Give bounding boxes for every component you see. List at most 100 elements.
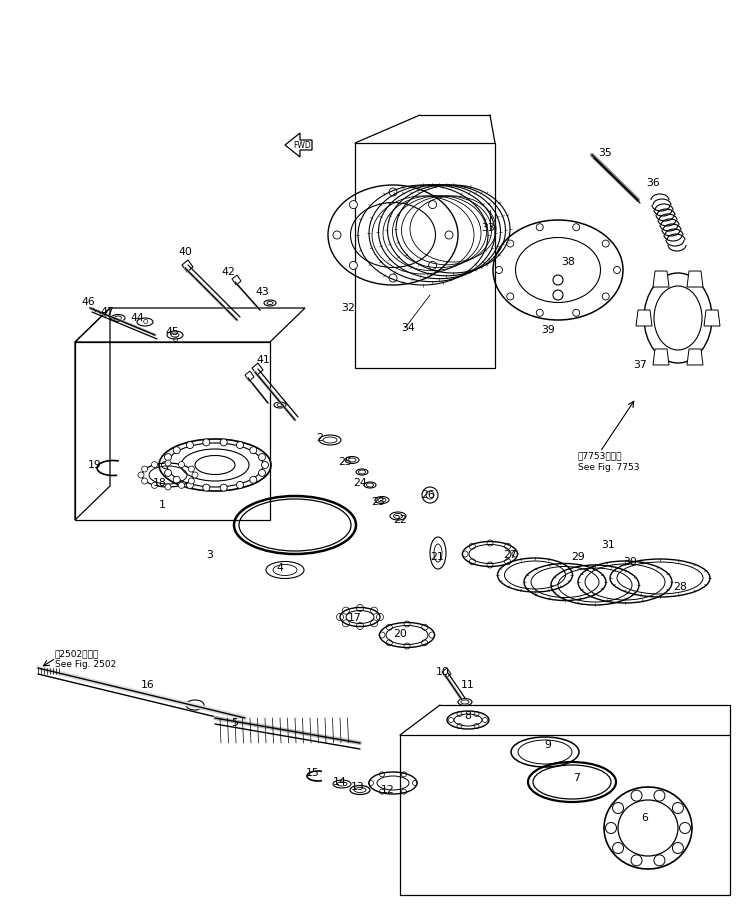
Text: 25: 25 xyxy=(338,457,352,467)
Circle shape xyxy=(188,466,194,472)
Text: 47: 47 xyxy=(100,307,114,317)
Text: 44: 44 xyxy=(130,313,144,323)
Text: See Fig. 2502: See Fig. 2502 xyxy=(55,660,116,669)
Circle shape xyxy=(165,484,171,490)
Text: 12: 12 xyxy=(381,785,395,795)
Circle shape xyxy=(495,266,503,273)
Circle shape xyxy=(174,476,180,483)
Circle shape xyxy=(333,231,341,239)
Text: 19: 19 xyxy=(88,460,102,470)
Circle shape xyxy=(613,843,624,853)
Circle shape xyxy=(259,453,266,461)
Text: 17: 17 xyxy=(348,613,362,623)
Text: 15: 15 xyxy=(306,768,320,778)
Text: 第7753図参照: 第7753図参照 xyxy=(578,451,622,460)
Text: 28: 28 xyxy=(673,582,687,592)
Text: 10: 10 xyxy=(436,667,450,677)
Text: 34: 34 xyxy=(401,323,415,333)
Circle shape xyxy=(506,240,514,247)
Text: 29: 29 xyxy=(571,552,585,562)
Circle shape xyxy=(186,481,194,489)
Polygon shape xyxy=(245,371,254,381)
Polygon shape xyxy=(252,363,263,375)
Circle shape xyxy=(631,855,642,866)
Circle shape xyxy=(573,224,580,231)
Text: 4: 4 xyxy=(277,563,283,573)
Circle shape xyxy=(203,439,210,446)
Circle shape xyxy=(262,462,269,469)
Circle shape xyxy=(188,478,194,484)
Text: 3: 3 xyxy=(206,550,213,560)
Text: O: O xyxy=(142,319,147,325)
Circle shape xyxy=(165,470,171,476)
Polygon shape xyxy=(442,668,451,678)
Text: 35: 35 xyxy=(598,148,612,158)
Circle shape xyxy=(654,855,665,866)
Polygon shape xyxy=(285,133,312,157)
Text: 8: 8 xyxy=(465,711,471,721)
Circle shape xyxy=(165,460,171,466)
Circle shape xyxy=(162,462,168,469)
Polygon shape xyxy=(653,349,669,365)
Text: 26: 26 xyxy=(421,490,435,500)
Text: 45: 45 xyxy=(165,327,179,337)
Text: 16: 16 xyxy=(141,680,155,690)
Text: 2: 2 xyxy=(316,433,323,443)
Text: FWD: FWD xyxy=(293,140,311,149)
Circle shape xyxy=(141,478,147,484)
Polygon shape xyxy=(687,349,703,365)
Text: 38: 38 xyxy=(561,257,575,267)
Text: 18: 18 xyxy=(153,478,167,488)
Text: 30: 30 xyxy=(623,557,637,567)
Polygon shape xyxy=(182,260,193,272)
Ellipse shape xyxy=(111,315,125,321)
Circle shape xyxy=(192,472,198,478)
Text: 1: 1 xyxy=(159,500,165,510)
Ellipse shape xyxy=(137,318,153,326)
Circle shape xyxy=(141,466,147,472)
Polygon shape xyxy=(653,271,669,287)
Text: 21: 21 xyxy=(430,552,444,562)
Circle shape xyxy=(179,462,185,468)
Circle shape xyxy=(152,462,158,468)
Circle shape xyxy=(138,472,144,478)
Text: See Fig. 7753: See Fig. 7753 xyxy=(578,463,640,472)
Circle shape xyxy=(605,823,616,834)
Text: 31: 31 xyxy=(601,540,615,550)
Text: 7: 7 xyxy=(574,773,580,783)
Text: 13: 13 xyxy=(351,782,365,792)
Circle shape xyxy=(602,293,609,300)
Circle shape xyxy=(602,240,609,247)
Text: O: O xyxy=(172,337,178,343)
Text: 43: 43 xyxy=(255,287,269,297)
Circle shape xyxy=(203,484,210,491)
Text: 5: 5 xyxy=(232,718,239,728)
Text: 46: 46 xyxy=(81,297,95,307)
Circle shape xyxy=(220,484,227,491)
Circle shape xyxy=(250,476,257,483)
Text: 40: 40 xyxy=(178,247,192,257)
Circle shape xyxy=(506,293,514,300)
Circle shape xyxy=(186,442,194,449)
Circle shape xyxy=(179,482,185,489)
Text: 37: 37 xyxy=(633,360,647,370)
Text: 22: 22 xyxy=(393,515,407,525)
Text: 36: 36 xyxy=(646,178,660,188)
Circle shape xyxy=(672,803,684,814)
Text: 27: 27 xyxy=(503,550,517,560)
Circle shape xyxy=(445,231,453,239)
Circle shape xyxy=(259,470,266,476)
Ellipse shape xyxy=(167,331,183,339)
Circle shape xyxy=(174,447,180,453)
Circle shape xyxy=(429,201,437,208)
Circle shape xyxy=(236,442,244,449)
Circle shape xyxy=(389,274,397,282)
Text: 24: 24 xyxy=(353,478,367,488)
Text: 23: 23 xyxy=(371,497,385,507)
Circle shape xyxy=(613,266,621,273)
Circle shape xyxy=(349,262,358,270)
Polygon shape xyxy=(232,275,241,285)
Text: 39: 39 xyxy=(541,325,555,335)
Text: 6: 6 xyxy=(642,813,649,823)
Circle shape xyxy=(536,224,543,231)
